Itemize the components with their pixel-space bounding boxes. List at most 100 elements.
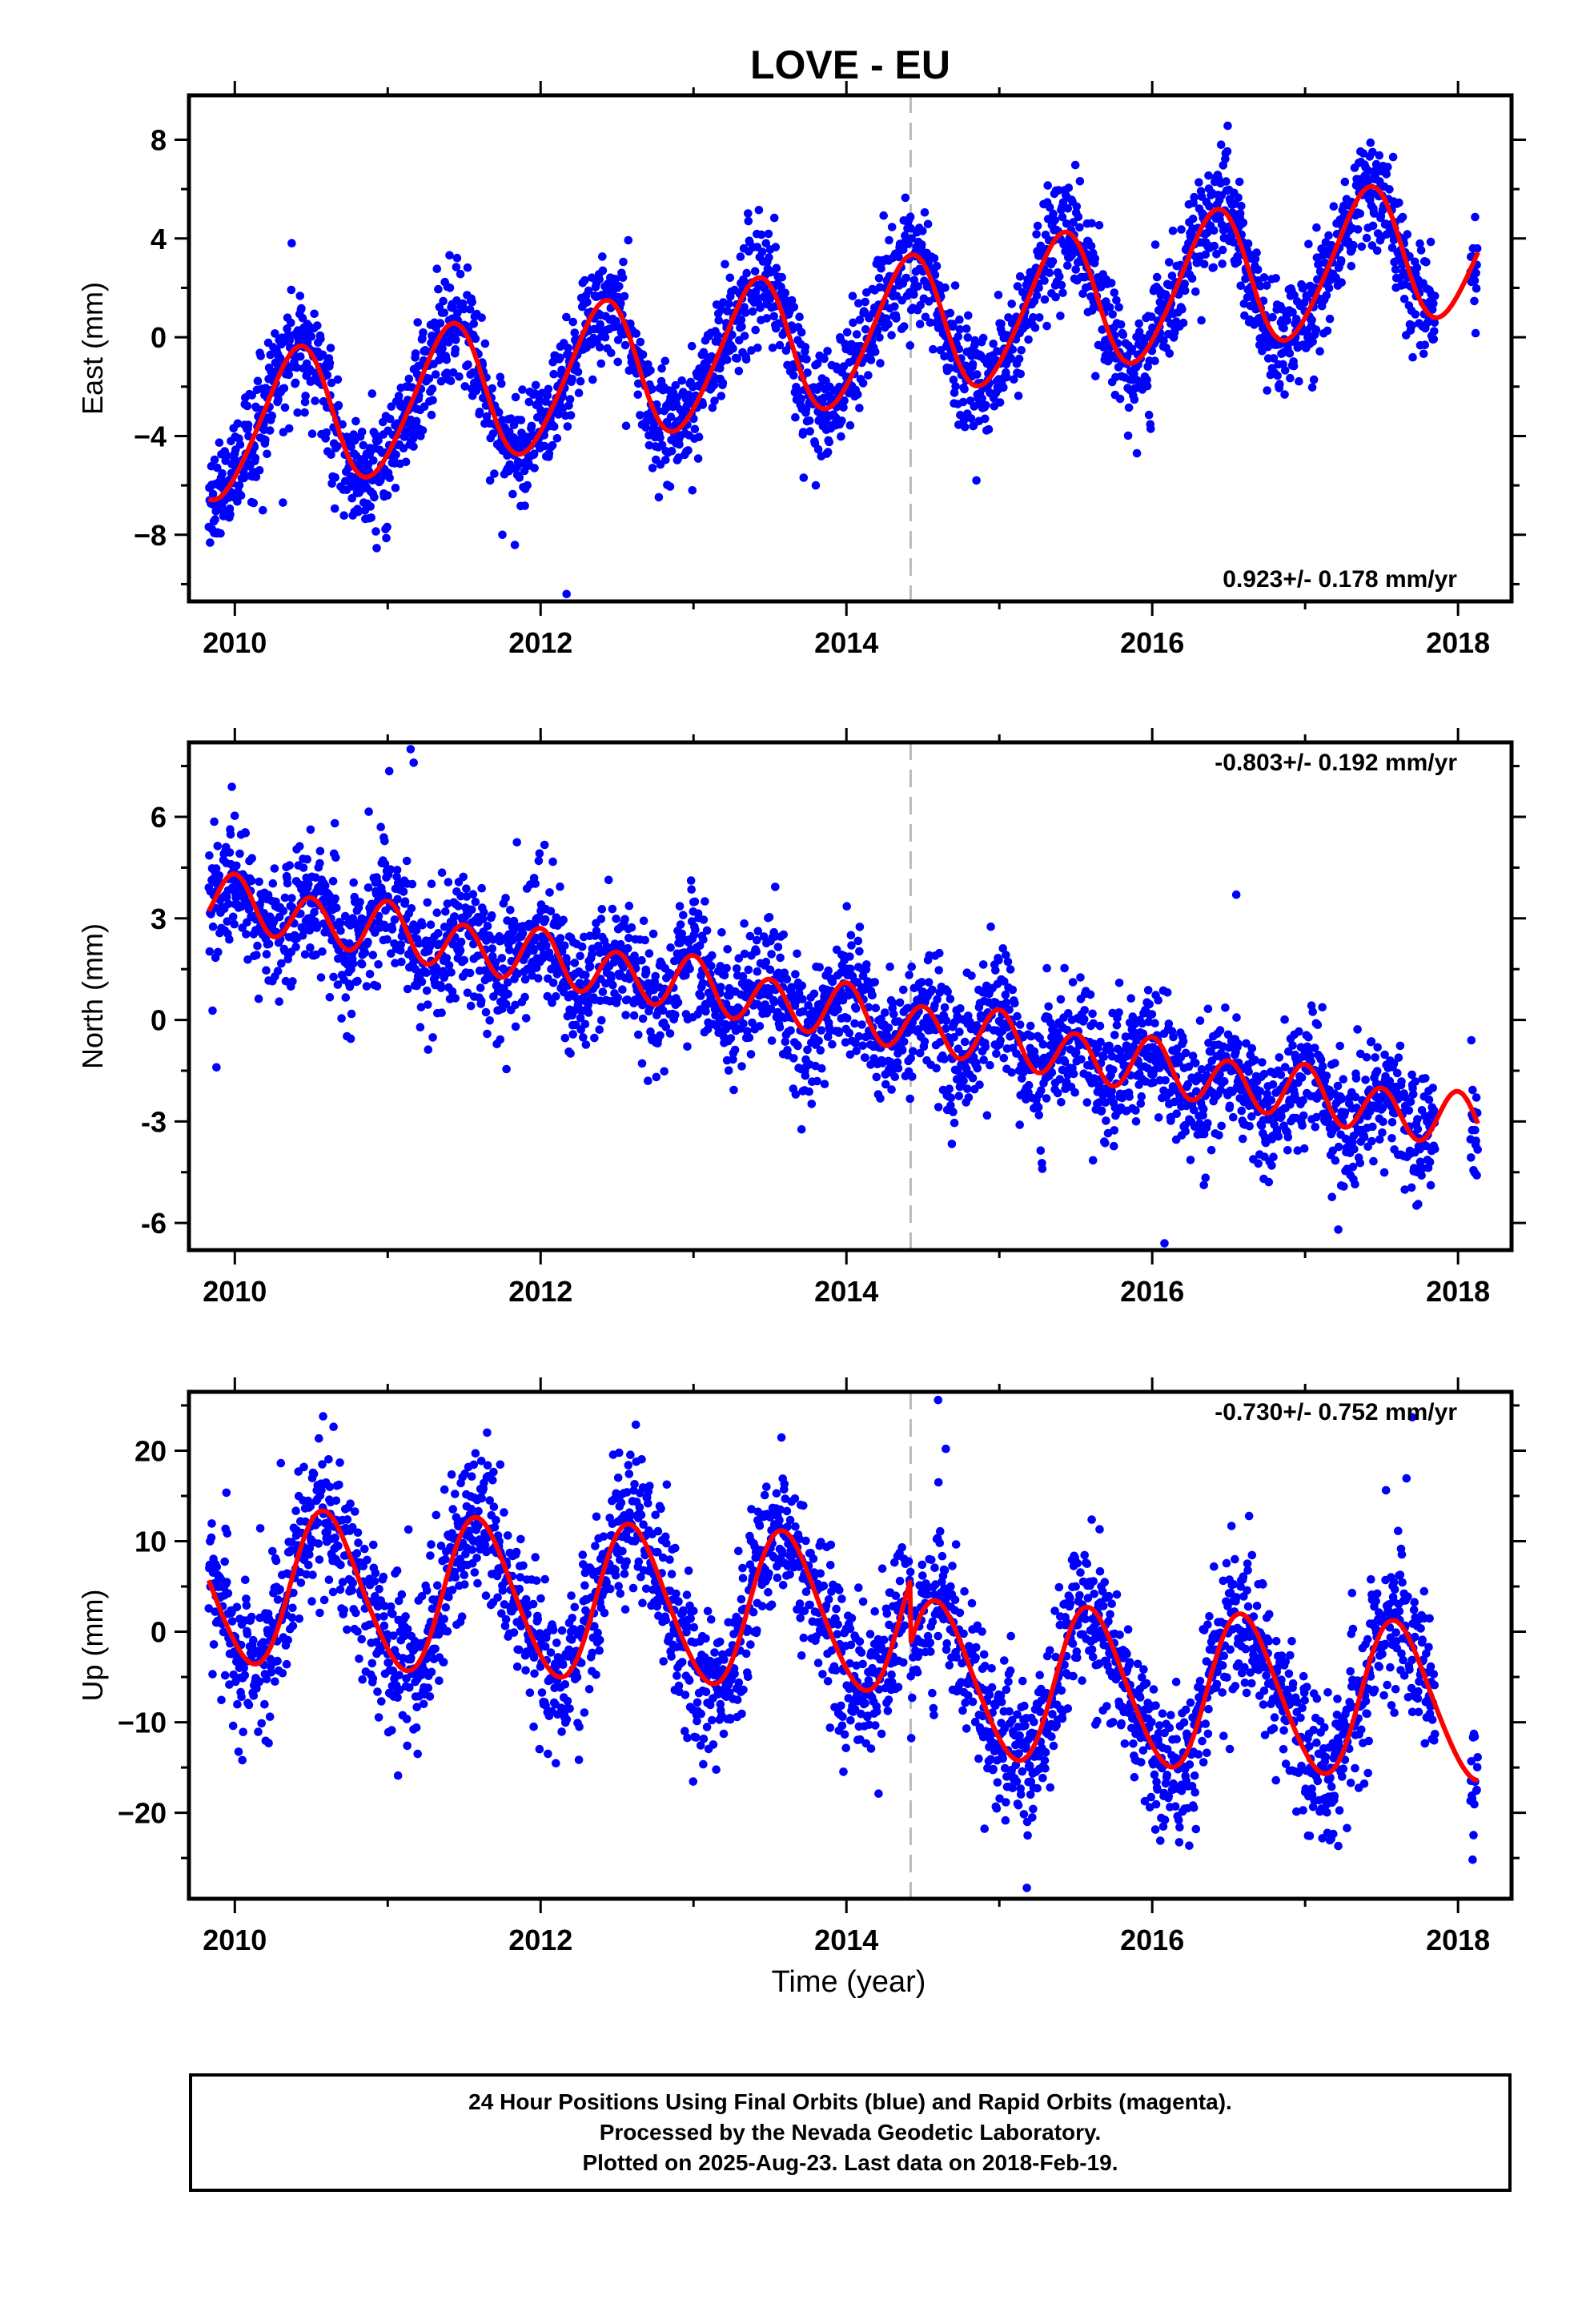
data-point [833,1005,842,1014]
data-point [367,513,376,522]
data-point [520,501,529,510]
data-point [876,1094,885,1103]
data-point [1210,241,1219,251]
data-point [817,1026,826,1035]
data-point [767,950,776,959]
data-point [1236,281,1245,291]
data-point [224,899,233,909]
data-point [440,308,448,317]
data-point [750,267,760,276]
data-point [241,829,251,838]
data-point [598,266,608,275]
data-point [766,1004,776,1014]
data-point [699,935,708,944]
data-point [1010,375,1018,384]
data-point [1472,268,1480,278]
data-point [385,414,395,424]
data-point [262,966,271,975]
data-point [781,288,790,298]
data-point [889,1010,898,1019]
data-point [504,990,512,999]
data-point [698,979,708,987]
data-point [210,817,219,826]
data-point [636,411,644,420]
data-point [814,1036,823,1045]
data-point [372,982,382,991]
data-point [1053,1088,1062,1098]
data-point [444,878,453,887]
data-point [620,915,629,924]
data-point [230,919,239,929]
data-point [380,859,390,868]
data-point [403,984,412,994]
data-point [1168,226,1178,235]
data-point [861,1053,869,1063]
data-point [306,825,315,834]
data-point [497,954,507,963]
data-point [297,304,306,313]
data-point [233,419,243,428]
data-point [585,962,595,971]
data-point [467,905,476,915]
data-point [984,424,994,434]
data-point [315,858,324,868]
data-point [648,929,658,939]
data-point [761,239,771,248]
data-point [391,484,400,493]
data-point [570,959,580,967]
data-point [1130,395,1139,404]
data-point [824,966,833,975]
data-point [291,378,300,388]
data-point [530,464,539,472]
data-point [793,949,801,959]
data-point [1197,316,1206,325]
data-point [745,1033,754,1043]
data-point [1212,250,1221,259]
data-point [385,473,395,483]
data-point [432,264,442,274]
data-point [223,892,231,902]
data-point [604,875,613,885]
data-point [718,378,728,388]
data-point [722,356,732,364]
data-point [894,252,903,262]
data-point [243,401,252,411]
data-point [416,1003,426,1011]
data-point [1408,352,1417,362]
data-point [364,807,373,816]
data-point [249,498,259,508]
data-point [580,275,589,285]
data-point [369,456,378,465]
data-point [1060,963,1069,973]
data-point [932,261,942,271]
data-point [665,1029,675,1038]
data-point [737,316,746,324]
data-point [805,416,814,425]
data-point [1304,239,1313,249]
data-point [992,1049,1001,1059]
data-point [1029,313,1038,322]
data-point [1055,1075,1065,1084]
data-point [1209,263,1218,272]
data-point [508,489,517,499]
data-point [597,905,607,914]
data-point [1359,149,1368,158]
data-point [701,897,709,906]
data-point [711,1011,720,1020]
data-point [521,1014,531,1023]
data-point [1382,170,1391,179]
data-point [1000,977,1009,986]
data-point [1167,271,1177,280]
data-point [864,371,873,380]
data-point [215,871,224,880]
data-point [1002,951,1010,959]
data-point [883,1032,893,1041]
data-point [1008,985,1018,995]
data-point [503,978,512,987]
data-point [607,348,616,358]
data-point [334,400,343,410]
data-point [1162,988,1172,997]
data-point [1050,215,1059,225]
data-point [476,996,486,1005]
data-point [373,877,382,887]
